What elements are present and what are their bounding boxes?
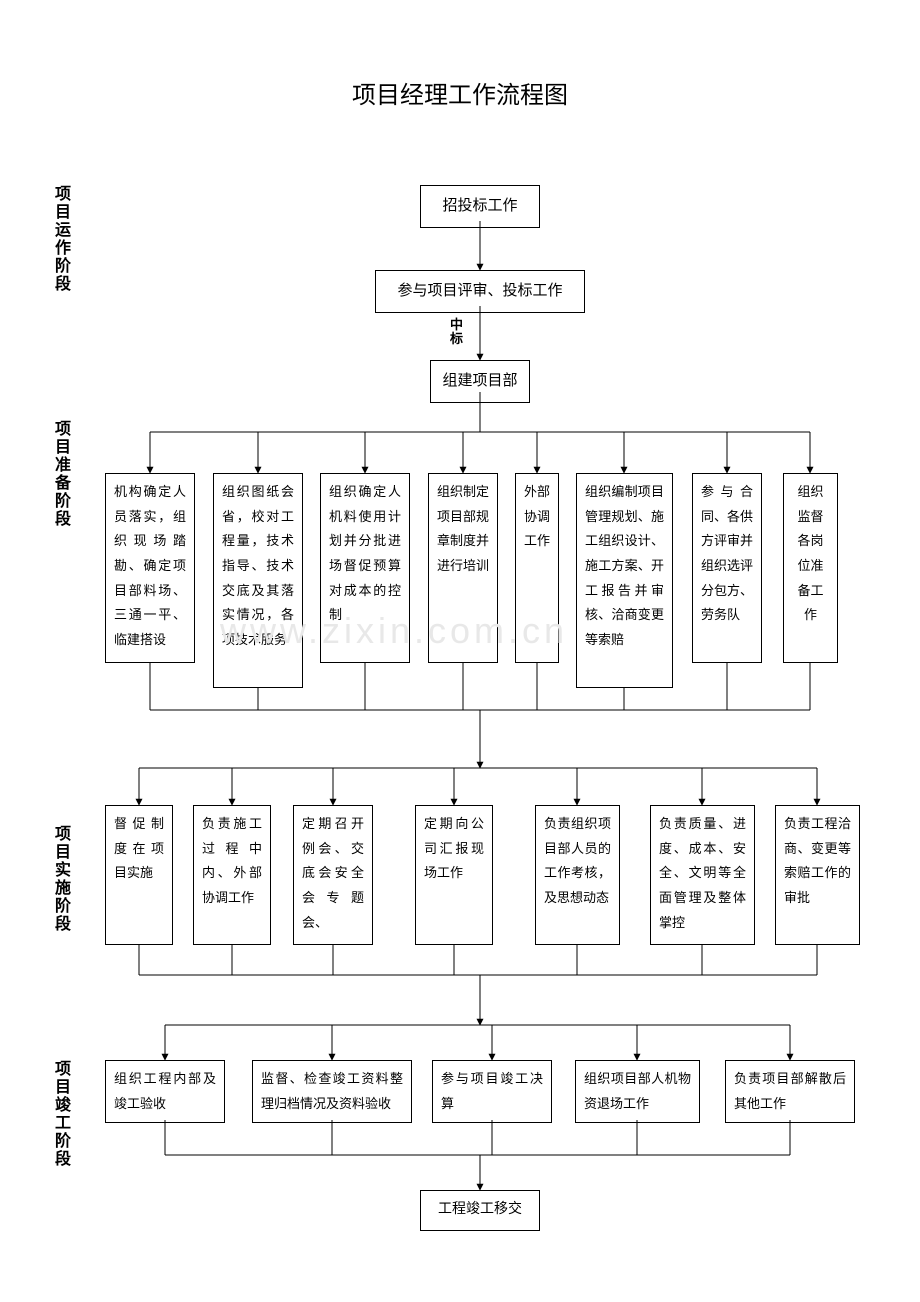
node-n1: 招投标工作: [420, 185, 540, 228]
stage-label-s3: 项目实施阶段: [48, 825, 72, 933]
node-e2: 负责施工过程中内、外部协调工作: [193, 805, 271, 945]
node-final: 工程竣工移交: [420, 1190, 540, 1231]
node-p6: 组织编制项目管理规划、施工组织设计、施工方案、开工报告并审核、洽商变更等索赔: [576, 473, 673, 688]
node-e3: 定期召开例会、交底会安全会专题会、: [293, 805, 373, 945]
edge-label-bid-win: 中标: [450, 318, 463, 347]
node-e7: 负责工程洽商、变更等索赔工作的审批: [775, 805, 860, 945]
node-p3: 组织确定人机料使用计划并分批进场督促预算对成本的控制: [320, 473, 410, 663]
node-e5: 负责组织项目部人员的工作考核，及思想动态: [535, 805, 620, 945]
node-p5: 外部协调工作: [515, 473, 559, 663]
stage-label-s4: 项目竣工阶段: [48, 1060, 72, 1168]
node-p4: 组织制定项目部规章制度并进行培训: [428, 473, 498, 663]
node-c5: 负责项目部解散后其他工作: [725, 1060, 855, 1123]
node-e4: 定期向公司汇报现场工作: [415, 805, 493, 945]
node-c2: 监督、检查竣工资料整理归档情况及资料验收: [252, 1060, 412, 1123]
node-e6: 负责质量、进度、成本、安全、文明等全面管理及整体掌控: [650, 805, 755, 945]
node-c4: 组织项目部人机物资退场工作: [575, 1060, 700, 1123]
node-e1: 督促制度在项目实施: [105, 805, 173, 945]
node-p1: 机构确定人员落实，组织现场踏勘、确定项目部料场、三通一平、临建搭设: [105, 473, 195, 663]
node-p8: 组织监督各岗位准备工作: [783, 473, 838, 663]
node-c1: 组织工程内部及竣工验收: [105, 1060, 225, 1123]
node-n3: 组建项目部: [430, 360, 530, 403]
stage-label-s1: 项目运作阶段: [48, 185, 72, 293]
node-p7: 参与合同、各供方评审并组织选评分包方、劳务队: [692, 473, 762, 663]
page-title: 项目经理工作流程图: [0, 75, 920, 110]
stage-label-s2: 项目准备阶段: [48, 420, 72, 528]
node-n2: 参与项目评审、投标工作: [375, 270, 585, 313]
node-p2: 组织图纸会省，校对工程量，技术指导、技术交底及其落实情况，各项技术服务: [213, 473, 303, 688]
node-c3: 参与项目竣工决算: [432, 1060, 552, 1123]
